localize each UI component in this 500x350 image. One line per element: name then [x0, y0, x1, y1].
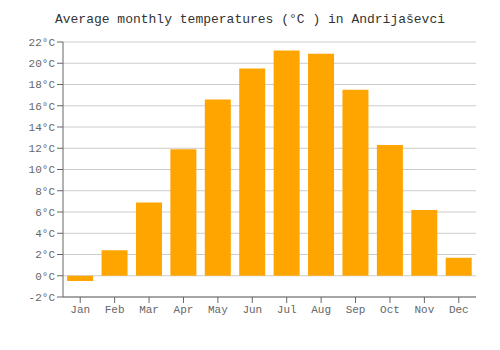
svg-text:16°C: 16°C: [29, 101, 56, 113]
svg-text:Feb: Feb: [105, 304, 125, 316]
svg-text:20°C: 20°C: [29, 58, 56, 70]
svg-text:10°C: 10°C: [29, 164, 56, 176]
svg-text:12°C: 12°C: [29, 143, 56, 155]
svg-text:4°C: 4°C: [35, 228, 55, 240]
svg-text:Dec: Dec: [449, 304, 469, 316]
svg-text:Jun: Jun: [242, 304, 262, 316]
svg-text:Mar: Mar: [139, 304, 159, 316]
svg-text:8°C: 8°C: [35, 186, 55, 198]
svg-text:May: May: [208, 304, 228, 316]
svg-text:2°C: 2°C: [35, 249, 55, 261]
svg-text:14°C: 14°C: [29, 122, 56, 134]
svg-text:0°C: 0°C: [35, 271, 55, 283]
svg-text:Apr: Apr: [174, 304, 194, 316]
html-text:Average monthly temperatures (: Average monthly temperatures (°C ) in An…: [55, 12, 445, 27]
svg-text:Sep: Sep: [346, 304, 366, 316]
svg-text:Jan: Jan: [70, 304, 90, 316]
svg-text:Aug: Aug: [311, 304, 331, 316]
svg-text:22°C: 22°C: [29, 37, 56, 49]
svg-text:6°C: 6°C: [35, 207, 55, 219]
svg-text:Nov: Nov: [414, 304, 434, 316]
svg-text:Jul: Jul: [277, 304, 297, 316]
svg-text:18°C: 18°C: [29, 79, 56, 91]
svg-text:Oct: Oct: [380, 304, 400, 316]
svg-text:-2°C: -2°C: [29, 292, 56, 304]
